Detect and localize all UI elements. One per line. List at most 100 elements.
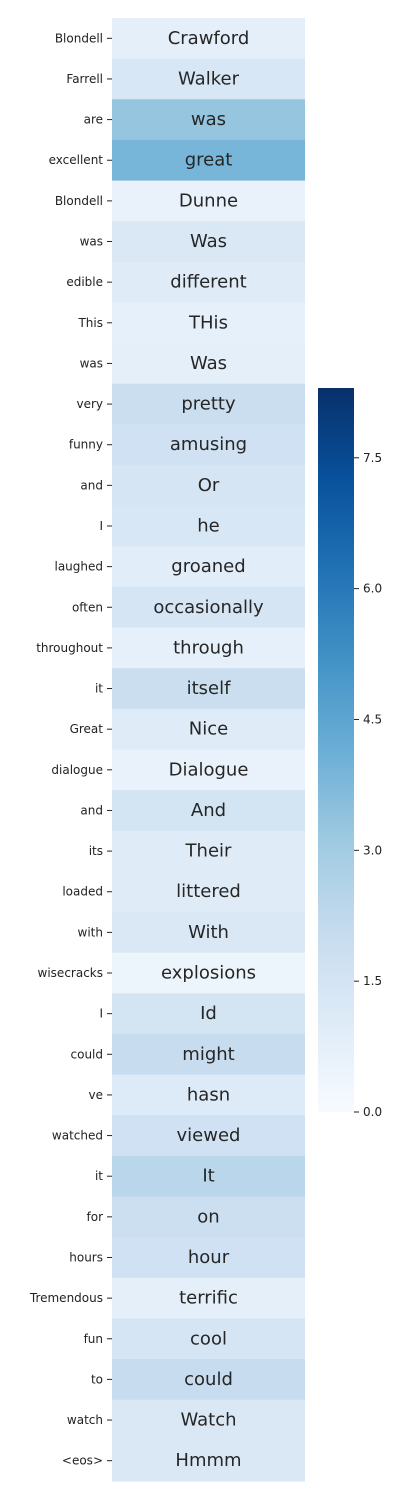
row-label: Farrell (66, 72, 103, 86)
row-label: Blondell (55, 31, 103, 45)
row-label: are (84, 113, 103, 127)
row-label: laughed (54, 560, 103, 574)
heatmap-cell (112, 871, 305, 913)
colorbar-tick-label: 6.0 (363, 582, 382, 596)
colorbar-gradient (318, 388, 354, 1112)
heatmap-cells: Crawford Walker was great Dunne Was different T… (112, 18, 305, 1482)
cell-label: Was (190, 231, 227, 252)
heatmap-cell (112, 1399, 305, 1441)
row-label: fun (84, 1332, 103, 1346)
cell-label: hasn (187, 1084, 230, 1105)
heatmap-cell (112, 790, 305, 832)
row-label: This (77, 316, 103, 330)
cell-label: terrific (179, 1288, 238, 1309)
row-label: Great (70, 722, 104, 736)
row-label: Tremendous (29, 1291, 103, 1305)
heatmap-cell (112, 668, 305, 710)
heatmap-cell (112, 343, 305, 385)
row-labels: Blondell Farrell are excellent Blondell was ed… (29, 31, 112, 1468)
cell-label: viewed (177, 1125, 241, 1146)
cell-label: he (197, 515, 219, 536)
cell-label: Was (190, 353, 227, 374)
cell-label: Crawford (168, 28, 250, 49)
heatmap-cell (112, 627, 305, 669)
heatmap-cell (112, 1033, 305, 1076)
heatmap-cell (112, 1155, 305, 1198)
row-label: to (91, 1372, 103, 1386)
row-label: Blondell (55, 194, 103, 208)
row-label: edible (66, 275, 103, 289)
cell-label: THis (188, 312, 228, 333)
cell-label: groaned (171, 556, 245, 577)
row-label: watch (67, 1413, 103, 1427)
cell-label: Their (185, 841, 232, 862)
heatmap-cell (112, 1440, 305, 1482)
cell-label: With (188, 922, 229, 943)
cell-label: Watch (180, 1410, 236, 1431)
heatmap-cell (112, 1196, 305, 1238)
row-label: was (80, 235, 103, 249)
colorbar: 0.0 1.5 3.0 4.5 6.0 7.5 (318, 388, 382, 1119)
cell-label: And (191, 800, 226, 821)
heatmap-cell (112, 993, 305, 1035)
cell-label: Walker (178, 68, 240, 89)
row-label: excellent (49, 153, 104, 167)
row-label: I (99, 519, 103, 533)
cell-label: Hmmm (175, 1450, 241, 1471)
row-label: and (80, 478, 103, 492)
heatmap-cell (112, 99, 305, 141)
cell-label: different (170, 272, 246, 293)
cell-label: explosions (161, 963, 256, 984)
heatmap-cell (112, 830, 305, 872)
cell-label: itself (187, 678, 232, 699)
heatmap-cell (112, 139, 305, 182)
heatmap-cell (112, 221, 305, 263)
cell-label: hour (188, 1247, 230, 1268)
heatmap-cell (112, 708, 305, 750)
cell-label: on (197, 1206, 219, 1227)
cell-label: amusing (170, 434, 247, 455)
heatmap-cell (112, 1318, 305, 1360)
cell-label: cool (190, 1328, 227, 1349)
cell-label: Nice (189, 719, 228, 740)
colorbar-tick-label: 3.0 (363, 843, 382, 857)
row-label: and (80, 803, 103, 817)
row-label: loaded (62, 885, 103, 899)
row-label: wisecracks (38, 966, 103, 980)
row-label: could (71, 1047, 104, 1061)
cell-label: great (185, 150, 233, 171)
row-label: dialogue (51, 763, 103, 777)
cell-label: Or (198, 475, 220, 496)
cell-label: was (191, 109, 226, 130)
cell-label: littered (176, 881, 241, 902)
heatmap-cell (112, 505, 305, 547)
row-label: with (78, 925, 103, 939)
heatmap-cell (112, 546, 305, 588)
heatmap-cell (112, 1359, 305, 1401)
cell-label: might (182, 1044, 234, 1065)
row-label: it (95, 682, 103, 696)
cell-label: occasionally (153, 597, 264, 618)
row-label: <eos> (62, 1454, 103, 1468)
colorbar-tick-label: 0.0 (363, 1105, 382, 1119)
row-label: its (89, 844, 103, 858)
heatmap-cell (112, 58, 305, 100)
heatmap-cell (112, 424, 305, 466)
heatmap-cell (112, 1074, 305, 1116)
heatmap-cell (112, 912, 305, 954)
heatmap-cell (112, 261, 305, 303)
heatmap-cell (112, 302, 305, 344)
heatmap-cell (112, 952, 305, 994)
cell-label: through (173, 637, 244, 658)
row-label: often (72, 600, 103, 614)
row-label: it (95, 1169, 103, 1183)
heatmap-cell (112, 383, 305, 425)
heatmap-cell (112, 465, 305, 507)
cell-label: Id (200, 1003, 217, 1024)
row-label: hours (69, 1250, 103, 1264)
colorbar-tick-label: 1.5 (363, 974, 382, 988)
row-label: funny (69, 438, 103, 452)
cell-label: Dialogue (169, 759, 249, 780)
heatmap-cell (112, 749, 305, 791)
